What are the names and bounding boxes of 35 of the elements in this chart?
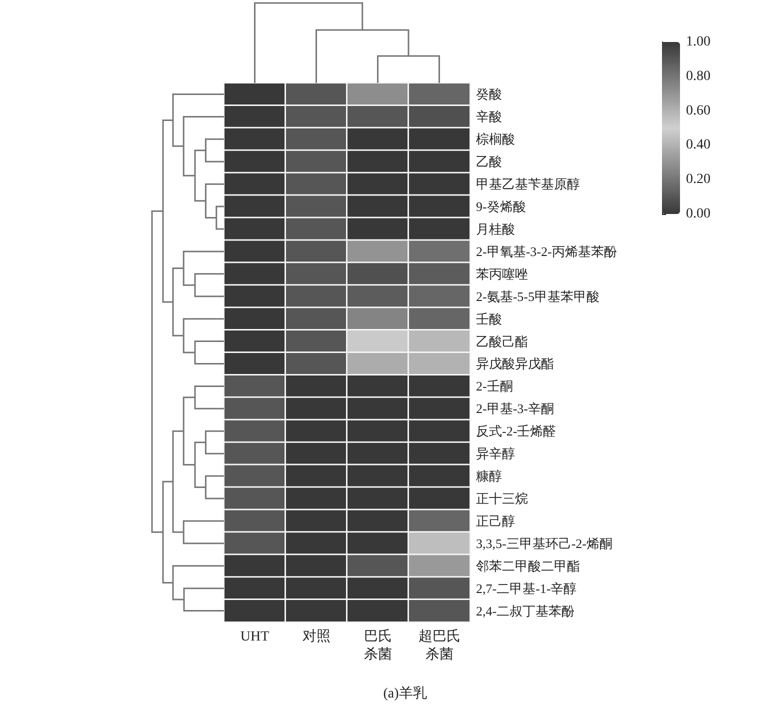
y-tick-label: 正十三烷 <box>476 490 528 506</box>
y-tick-label: 2-氨基-5-5甲基苯甲酸 <box>476 288 600 304</box>
y-tick-label: 棕榈酸 <box>476 132 515 147</box>
y-tick-label: 苯丙噻唑 <box>476 266 528 282</box>
y-tick-label: 壬酸 <box>476 311 502 326</box>
color-bar-label: 0.40 <box>686 138 710 153</box>
color-bar-label: 0.20 <box>686 172 710 188</box>
y-tick-label: 异戊酸异戊酯 <box>476 356 554 372</box>
y-tick-label: 正己醇 <box>476 513 515 528</box>
y-tick-label: 2-甲基-3-辛酮 <box>476 401 554 416</box>
color-bar-label: 0.80 <box>686 68 710 84</box>
x-tick-label: 超巴氏杀菌 <box>418 628 460 662</box>
x-tick-label: 巴氏杀菌 <box>364 628 392 662</box>
y-tick-label: 2,4-二叔丁基苯酚 <box>476 603 575 618</box>
y-tick-label: 邻苯二甲酸二甲酯 <box>476 558 580 574</box>
y-tick-label: 糠醇 <box>476 468 502 484</box>
y-tick-label: 癸酸 <box>476 86 502 102</box>
y-tick-label: 9-癸烯酸 <box>476 199 526 214</box>
color-bar-label: 0.60 <box>686 103 710 118</box>
y-tick-label: 2,7-二甲基-1-辛醇 <box>476 580 577 596</box>
y-tick-label: 月桂酸 <box>476 221 515 236</box>
y-tick-label: 2-甲氧基-3-2-丙烯基苯酚 <box>476 244 617 259</box>
y-tick-label: 3,3,5-三甲基环己-2-烯酮 <box>476 536 612 551</box>
y-tick-label: 2-壬酮 <box>476 378 513 394</box>
x-tick-label: 对照 <box>302 628 330 644</box>
y-tick-label: 甲基乙基苄基原醇 <box>476 176 580 192</box>
y-tick-label: 乙酸己酯 <box>476 334 528 349</box>
text: (a)羊乳 <box>383 686 427 702</box>
y-tick-label: 辛酸 <box>476 109 502 124</box>
x-tick-label: UHT <box>240 630 270 644</box>
y-tick-label: 异辛醇 <box>476 446 515 462</box>
y-tick-label: 反式-2-壬烯醛 <box>476 424 556 439</box>
color-bar-label: 0.00 <box>686 206 710 222</box>
color-bar-label: 1.00 <box>686 34 710 50</box>
y-tick-label: 乙酸 <box>476 154 502 170</box>
